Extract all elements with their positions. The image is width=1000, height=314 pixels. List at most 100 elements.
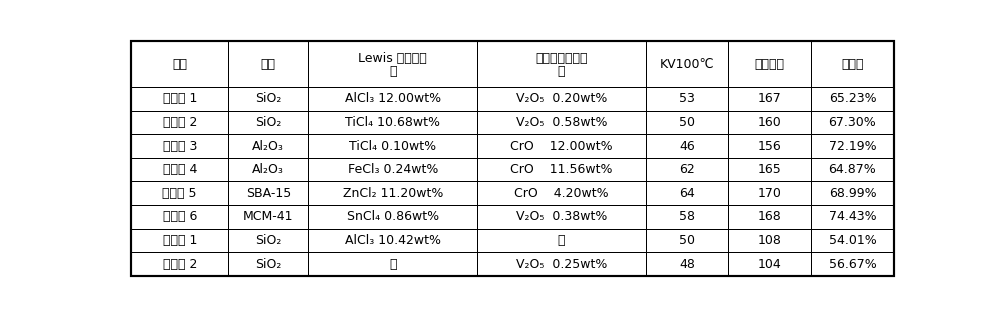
Bar [131,205,228,229]
Text: 实施例 1: 实施例 1 [163,92,197,105]
Text: 170: 170 [758,187,782,200]
Text: KV100℃: KV100℃ [660,58,714,71]
Bar [728,181,811,205]
Text: 实施例 2: 实施例 2 [163,116,197,129]
Bar [477,158,646,181]
Bar [646,252,728,276]
Bar [646,229,728,252]
Text: SiO₂: SiO₂ [255,92,281,105]
Bar [728,205,811,229]
Bar [646,158,728,181]
Text: 67.30%: 67.30% [829,116,876,129]
Bar [811,87,894,111]
Text: 转化率: 转化率 [841,58,864,71]
Text: 56.67%: 56.67% [829,257,876,271]
Text: 160: 160 [758,116,782,129]
Bar [228,181,308,205]
Text: 108: 108 [758,234,782,247]
Text: MCM-41: MCM-41 [243,210,294,223]
Text: 104: 104 [758,257,782,271]
Bar [811,134,894,158]
Text: 48: 48 [679,257,695,271]
Text: 68.99%: 68.99% [829,187,876,200]
Bar [131,158,228,181]
Bar [477,252,646,276]
Text: 无: 无 [389,257,396,271]
Text: 实施例 4: 实施例 4 [163,163,197,176]
Bar [646,87,728,111]
Text: 58: 58 [679,210,695,223]
Text: 64: 64 [679,187,695,200]
Text: 74.43%: 74.43% [829,210,876,223]
Bar [728,87,811,111]
Bar [228,158,308,181]
Text: CrO    4.20wt%: CrO 4.20wt% [514,187,609,200]
Text: V₂O₅  0.58wt%: V₂O₅ 0.58wt% [516,116,607,129]
Bar [728,252,811,276]
Bar [308,41,477,87]
Bar [308,205,477,229]
Bar [131,134,228,158]
Text: CrO    12.00wt%: CrO 12.00wt% [510,139,613,153]
Text: 46: 46 [679,139,695,153]
Text: 实施例 6: 实施例 6 [163,210,197,223]
Text: 载体: 载体 [261,58,276,71]
Bar [646,41,728,87]
Bar [228,87,308,111]
Bar [811,181,894,205]
Bar [477,205,646,229]
Text: 实施例 3: 实施例 3 [163,139,197,153]
Text: 50: 50 [679,234,695,247]
Text: Al₂O₃: Al₂O₃ [252,139,284,153]
Bar [811,229,894,252]
Bar [811,41,894,87]
Text: 金属氧化物负载: 金属氧化物负载 [535,51,588,65]
Bar [308,87,477,111]
Text: Lewis 金属负载: Lewis 金属负载 [358,51,427,65]
Text: TiCl₄ 0.10wt%: TiCl₄ 0.10wt% [349,139,436,153]
Text: 实施例 5: 实施例 5 [162,187,197,200]
Text: ZnCl₂ 11.20wt%: ZnCl₂ 11.20wt% [343,187,443,200]
Text: AlCl₃ 12.00wt%: AlCl₃ 12.00wt% [345,92,441,105]
Text: 72.19%: 72.19% [829,139,876,153]
Text: 167: 167 [758,92,782,105]
Text: SiO₂: SiO₂ [255,234,281,247]
Text: 编号: 编号 [172,58,187,71]
Text: 64.87%: 64.87% [829,163,876,176]
Text: V₂O₅  0.38wt%: V₂O₅ 0.38wt% [516,210,607,223]
Bar [131,181,228,205]
Text: 54.01%: 54.01% [829,234,876,247]
Text: 50: 50 [679,116,695,129]
Bar [477,229,646,252]
Bar [811,158,894,181]
Bar [477,41,646,87]
Bar [646,205,728,229]
Text: SiO₂: SiO₂ [255,116,281,129]
Bar [477,111,646,134]
Bar [728,41,811,87]
Bar [228,134,308,158]
Text: 对比例 2: 对比例 2 [163,257,197,271]
Text: SiO₂: SiO₂ [255,257,281,271]
Text: 168: 168 [758,210,782,223]
Text: 对比例 1: 对比例 1 [163,234,197,247]
Text: V₂O₅  0.25wt%: V₂O₅ 0.25wt% [516,257,607,271]
Bar [308,181,477,205]
Text: CrO    11.56wt%: CrO 11.56wt% [510,163,613,176]
Text: 量: 量 [558,65,565,78]
Bar [131,229,228,252]
Bar [728,229,811,252]
Bar [228,205,308,229]
Bar [228,252,308,276]
Text: SnCl₄ 0.86wt%: SnCl₄ 0.86wt% [347,210,439,223]
Bar [477,181,646,205]
Text: TiCl₄ 10.68wt%: TiCl₄ 10.68wt% [345,116,440,129]
Text: 53: 53 [679,92,695,105]
Bar [477,134,646,158]
Text: Al₂O₃: Al₂O₃ [252,163,284,176]
Bar [308,252,477,276]
Bar [131,252,228,276]
Text: SBA-15: SBA-15 [246,187,291,200]
Bar [811,111,894,134]
Text: 量: 量 [389,65,396,78]
